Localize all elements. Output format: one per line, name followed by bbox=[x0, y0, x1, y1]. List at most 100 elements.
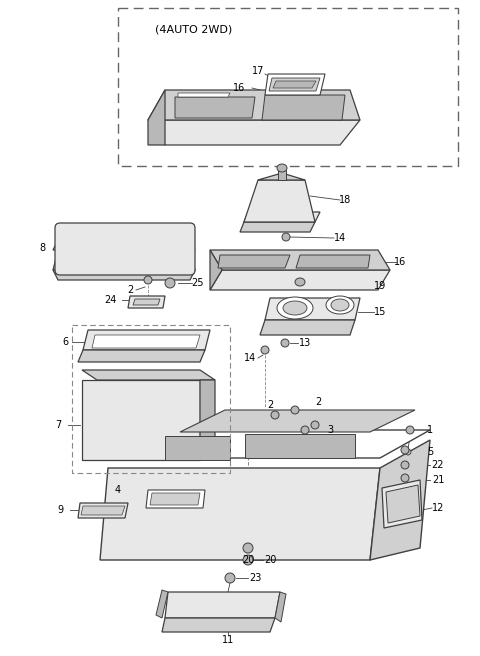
Text: 8: 8 bbox=[39, 243, 45, 253]
Polygon shape bbox=[78, 503, 128, 518]
Text: 6: 6 bbox=[62, 337, 68, 347]
Polygon shape bbox=[386, 485, 420, 523]
FancyBboxPatch shape bbox=[55, 223, 195, 275]
Polygon shape bbox=[148, 90, 165, 145]
Text: 17: 17 bbox=[252, 66, 264, 76]
Ellipse shape bbox=[331, 299, 349, 311]
Polygon shape bbox=[244, 180, 315, 222]
Polygon shape bbox=[148, 120, 360, 145]
Polygon shape bbox=[150, 493, 200, 505]
Polygon shape bbox=[265, 74, 325, 95]
Text: 21: 21 bbox=[432, 475, 444, 485]
Text: 9: 9 bbox=[57, 505, 63, 515]
Polygon shape bbox=[82, 370, 215, 380]
Ellipse shape bbox=[295, 278, 305, 286]
Ellipse shape bbox=[261, 346, 269, 354]
Polygon shape bbox=[265, 298, 360, 320]
Polygon shape bbox=[175, 97, 255, 118]
Ellipse shape bbox=[291, 406, 299, 414]
Text: 11: 11 bbox=[222, 635, 234, 645]
Text: 20: 20 bbox=[242, 555, 254, 565]
Polygon shape bbox=[83, 330, 210, 350]
Polygon shape bbox=[218, 255, 290, 268]
Text: 1: 1 bbox=[427, 425, 433, 435]
Ellipse shape bbox=[283, 301, 307, 315]
Polygon shape bbox=[210, 250, 222, 290]
Polygon shape bbox=[273, 81, 316, 88]
Polygon shape bbox=[92, 335, 200, 348]
Text: 23: 23 bbox=[249, 573, 261, 583]
Polygon shape bbox=[275, 592, 286, 622]
Bar bbox=[72, 325, 230, 473]
Ellipse shape bbox=[281, 339, 289, 347]
Polygon shape bbox=[165, 592, 280, 618]
Ellipse shape bbox=[225, 573, 235, 583]
Polygon shape bbox=[210, 250, 390, 270]
Polygon shape bbox=[81, 506, 125, 515]
Polygon shape bbox=[100, 468, 380, 560]
Ellipse shape bbox=[282, 233, 290, 241]
Polygon shape bbox=[278, 170, 286, 180]
Text: 14: 14 bbox=[244, 353, 256, 363]
Ellipse shape bbox=[144, 276, 152, 284]
Ellipse shape bbox=[401, 461, 409, 469]
Polygon shape bbox=[178, 93, 230, 97]
Text: 22: 22 bbox=[432, 460, 444, 470]
Polygon shape bbox=[245, 434, 355, 458]
Polygon shape bbox=[244, 212, 320, 222]
Ellipse shape bbox=[243, 555, 253, 565]
Text: 14: 14 bbox=[334, 233, 346, 243]
Ellipse shape bbox=[271, 411, 279, 419]
Polygon shape bbox=[240, 222, 315, 232]
Text: 4: 4 bbox=[115, 485, 121, 495]
Polygon shape bbox=[108, 430, 430, 458]
Polygon shape bbox=[133, 299, 160, 305]
Polygon shape bbox=[382, 480, 422, 528]
Polygon shape bbox=[156, 590, 168, 618]
Polygon shape bbox=[82, 380, 200, 460]
Ellipse shape bbox=[301, 426, 309, 434]
Text: 3: 3 bbox=[327, 425, 333, 435]
Polygon shape bbox=[260, 320, 355, 335]
Polygon shape bbox=[210, 270, 390, 290]
Ellipse shape bbox=[277, 297, 313, 319]
Polygon shape bbox=[258, 173, 305, 180]
Polygon shape bbox=[165, 436, 230, 460]
Text: 16: 16 bbox=[394, 257, 406, 267]
Text: 19: 19 bbox=[374, 281, 386, 291]
Polygon shape bbox=[53, 240, 195, 250]
Text: (4AUTO 2WD): (4AUTO 2WD) bbox=[155, 25, 232, 35]
Ellipse shape bbox=[165, 278, 175, 288]
Bar bbox=[118, 8, 458, 166]
Polygon shape bbox=[78, 350, 205, 362]
Ellipse shape bbox=[401, 474, 409, 482]
Text: 12: 12 bbox=[432, 503, 444, 513]
Text: 2: 2 bbox=[127, 285, 133, 295]
Text: 2: 2 bbox=[267, 400, 273, 410]
Text: 2: 2 bbox=[315, 397, 321, 407]
Ellipse shape bbox=[277, 164, 287, 172]
Polygon shape bbox=[370, 440, 430, 560]
Polygon shape bbox=[146, 490, 205, 508]
Ellipse shape bbox=[326, 296, 354, 314]
Text: 5: 5 bbox=[427, 447, 433, 457]
Polygon shape bbox=[200, 380, 215, 460]
Ellipse shape bbox=[406, 426, 414, 434]
Ellipse shape bbox=[243, 543, 253, 553]
Ellipse shape bbox=[311, 421, 319, 429]
Polygon shape bbox=[269, 78, 320, 91]
Ellipse shape bbox=[401, 446, 409, 454]
Polygon shape bbox=[53, 270, 195, 280]
Polygon shape bbox=[180, 410, 415, 432]
Polygon shape bbox=[53, 250, 195, 270]
Text: 24: 24 bbox=[104, 295, 116, 305]
Text: 7: 7 bbox=[55, 420, 61, 430]
Text: 25: 25 bbox=[192, 278, 204, 288]
Text: 20: 20 bbox=[264, 555, 276, 565]
Polygon shape bbox=[128, 296, 165, 308]
Polygon shape bbox=[296, 255, 370, 268]
Polygon shape bbox=[162, 618, 275, 632]
Polygon shape bbox=[148, 90, 360, 120]
Text: 18: 18 bbox=[339, 195, 351, 205]
Text: 15: 15 bbox=[374, 307, 386, 317]
